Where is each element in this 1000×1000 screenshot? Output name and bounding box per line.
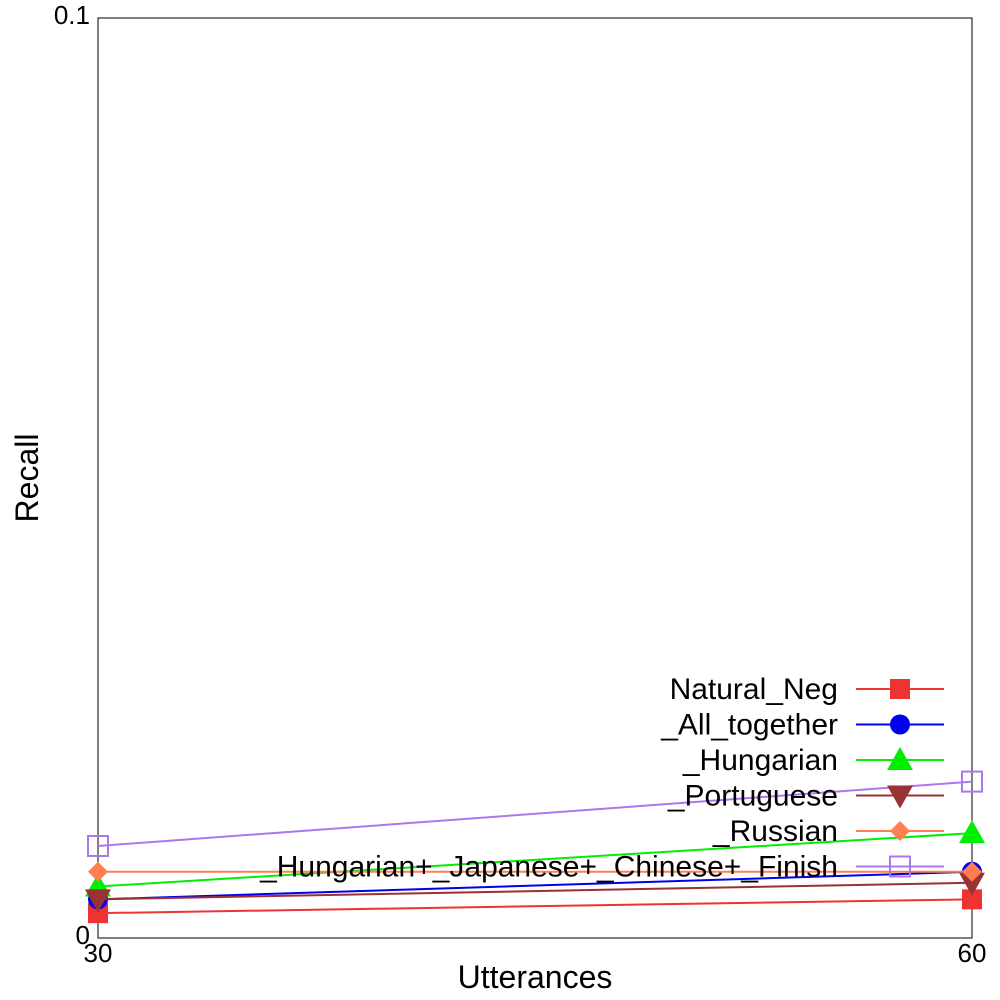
- series-line: [97, 881, 973, 901]
- legend-item: _All_together: [660, 709, 944, 742]
- x-axis-label: Utterances: [458, 959, 613, 995]
- legend-item: _Russian: [712, 815, 944, 848]
- data-point-marker: [961, 770, 983, 793]
- legend-label: Natural_Neg: [670, 673, 838, 706]
- data-point-marker: [959, 820, 985, 844]
- x-tick-min: 30: [84, 938, 113, 968]
- legend-item: Natural_Neg: [670, 673, 944, 706]
- legend-label: _Russian: [712, 815, 838, 848]
- data-point-marker: [85, 889, 111, 913]
- legend-item: _Portuguese: [667, 780, 944, 813]
- legend-label: _Hungarian: [682, 744, 838, 777]
- data-point-marker: [959, 872, 985, 896]
- data-point-marker: [88, 861, 108, 882]
- y-tick-max: 0.1: [54, 0, 90, 30]
- plot-area: [97, 17, 973, 939]
- series-4: [88, 861, 982, 882]
- legend-item: _Hungarian+_Japanese+_Chinese+_Finish: [259, 851, 944, 884]
- legend-swatch-marker: [890, 821, 910, 841]
- legend-swatch-marker: [890, 679, 910, 699]
- legend-label: _Portuguese: [667, 780, 838, 813]
- series-line: [97, 832, 973, 888]
- y-axis-label: Recall: [9, 434, 45, 523]
- data-point-marker: [88, 903, 108, 924]
- x-tick-max: 60: [958, 938, 987, 968]
- legend-swatch-marker: [889, 855, 911, 878]
- legend-swatch-marker: [890, 714, 910, 735]
- series-line: [97, 870, 973, 901]
- series-0: [88, 889, 982, 924]
- series-3: [85, 872, 985, 913]
- series-5: [87, 770, 983, 857]
- legend-label: _Hungarian+_Japanese+_Chinese+_Finish: [259, 851, 838, 884]
- data-point-marker: [87, 835, 109, 857]
- data-point-marker: [962, 889, 982, 910]
- legend-swatch-marker: [887, 785, 913, 809]
- legend-item: _Hungarian: [682, 744, 944, 777]
- series-line: [97, 898, 973, 915]
- data-point-marker: [962, 861, 982, 882]
- series-layer: [85, 770, 985, 924]
- legend-swatch-marker: [887, 747, 913, 770]
- series-line: [97, 780, 973, 847]
- y-tick-min: 0: [76, 920, 90, 950]
- legend-label: _All_together: [660, 709, 838, 742]
- legend: Natural_Neg_All_together_Hungarian_Portu…: [259, 673, 944, 884]
